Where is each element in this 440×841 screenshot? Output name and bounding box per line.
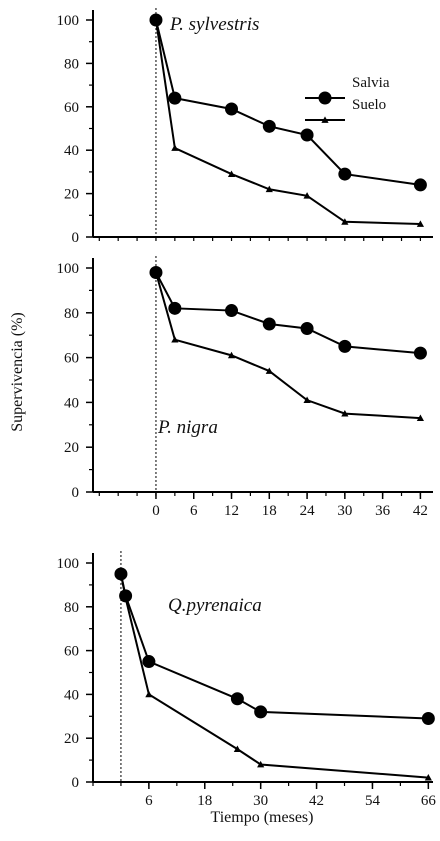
p2-title: P. nigra	[157, 417, 218, 438]
p2-y-tick-label: 80	[64, 306, 79, 322]
p1-y-tick-label: 100	[57, 13, 80, 29]
p1-suelo-line	[154, 19, 421, 225]
p3-x-tick-label: 30	[253, 793, 268, 809]
p3-x-tick-label: 18	[197, 793, 212, 809]
p1-suelo-point	[152, 16, 160, 23]
p2-y-tick-label: 0	[72, 485, 80, 501]
p1-y-tick-label: 80	[64, 56, 79, 72]
p1-suelo-point	[171, 144, 179, 151]
p3-x-tick-label: 54	[365, 793, 381, 809]
p2-salvia-point	[300, 321, 314, 335]
p2-suelo-point	[341, 410, 349, 417]
p1-salvia-point	[262, 119, 276, 133]
p1-y-tick-label: 60	[64, 100, 79, 116]
p1-suelo-point	[341, 218, 349, 225]
p1-y-tick-label: 20	[64, 187, 79, 203]
p2-suelo-point	[416, 414, 425, 421]
p1-salvia-point	[225, 102, 239, 116]
p3-salvia-point	[254, 705, 268, 719]
p2-suelo-point	[265, 367, 273, 374]
p3-salvia-point	[142, 655, 156, 669]
p1-salvia-point	[300, 128, 314, 142]
y-axis-label: Supervivencia (%)	[9, 312, 26, 432]
p2-x-tick-label: 42	[413, 503, 428, 519]
p2-y-tick-label: 100	[57, 261, 80, 277]
p1-suelo-point	[227, 170, 236, 177]
p1-suelo-point	[416, 220, 425, 227]
p2-salvia-point	[225, 304, 239, 318]
p2-x-tick-label: 18	[262, 503, 277, 519]
p1-y-tick-label: 0	[72, 230, 80, 246]
p3-y-tick-label: 60	[64, 644, 79, 660]
p2-x-tick-label: 30	[337, 503, 352, 519]
p2-suelo-point	[152, 268, 160, 276]
legend-suelo-label: Suelo	[352, 97, 386, 113]
p2-salvia-point	[413, 346, 427, 360]
p3-suelo-point	[424, 774, 432, 781]
p3-salvia-point	[230, 692, 244, 706]
p2-y-tick-label: 40	[64, 395, 79, 411]
p2-x-tick-label: 12	[224, 503, 239, 519]
x-axis-label: Tiempo (meses)	[211, 809, 314, 826]
p3-suelo-point	[117, 570, 125, 577]
p1-suelo-point	[303, 192, 311, 199]
p3-y-tick-label: 100	[57, 556, 80, 572]
p3-title: Q.pyrenaica	[168, 595, 262, 616]
p3-suelo-point	[257, 760, 265, 768]
p2-suelo-point	[227, 351, 236, 359]
p2-salvia-point	[262, 317, 276, 331]
p3-x-tick-label: 66	[421, 793, 437, 809]
p3-salvia-point	[421, 711, 435, 725]
p3-suelo-point	[122, 594, 130, 601]
p2-salvia-point	[168, 301, 182, 315]
p2-x-tick-label: 0	[152, 503, 160, 519]
legend-suelo-point	[321, 116, 329, 123]
p2-suelo-point	[303, 396, 311, 404]
p3-x-tick-label: 6	[145, 793, 153, 809]
p2-x-tick-label: 24	[300, 503, 316, 519]
p3-y-tick-label: 20	[64, 731, 79, 747]
p3-y-tick-label: 0	[72, 775, 80, 791]
p2-suelo-line	[155, 272, 421, 420]
p3-suelo-point	[145, 690, 153, 698]
p2-y-tick-label: 60	[64, 351, 79, 367]
p2-x-tick-label: 36	[375, 503, 391, 519]
p2-x-tick-label: 6	[190, 503, 198, 519]
p1-salvia-point	[338, 167, 352, 181]
p1-y-tick-label: 40	[64, 143, 79, 159]
p3-y-tick-label: 40	[64, 687, 79, 703]
legend-salvia-point	[318, 91, 332, 105]
p2-salvia-point	[338, 339, 352, 353]
p3-suelo-point	[233, 745, 241, 753]
p3-y-tick-label: 80	[64, 600, 79, 616]
legend-salvia-label: Salvia	[352, 75, 390, 91]
p1-salvia-point	[413, 178, 427, 192]
p2-y-tick-label: 20	[64, 440, 79, 456]
p1-salvia-point	[168, 91, 182, 105]
p3-x-tick-label: 42	[309, 793, 324, 809]
p1-suelo-point	[265, 185, 273, 193]
p3-suelo-line	[119, 573, 429, 779]
p2-salvia-line	[155, 272, 421, 355]
p2-suelo-point	[171, 336, 179, 343]
p1-title: P. sylvestris	[169, 14, 259, 35]
